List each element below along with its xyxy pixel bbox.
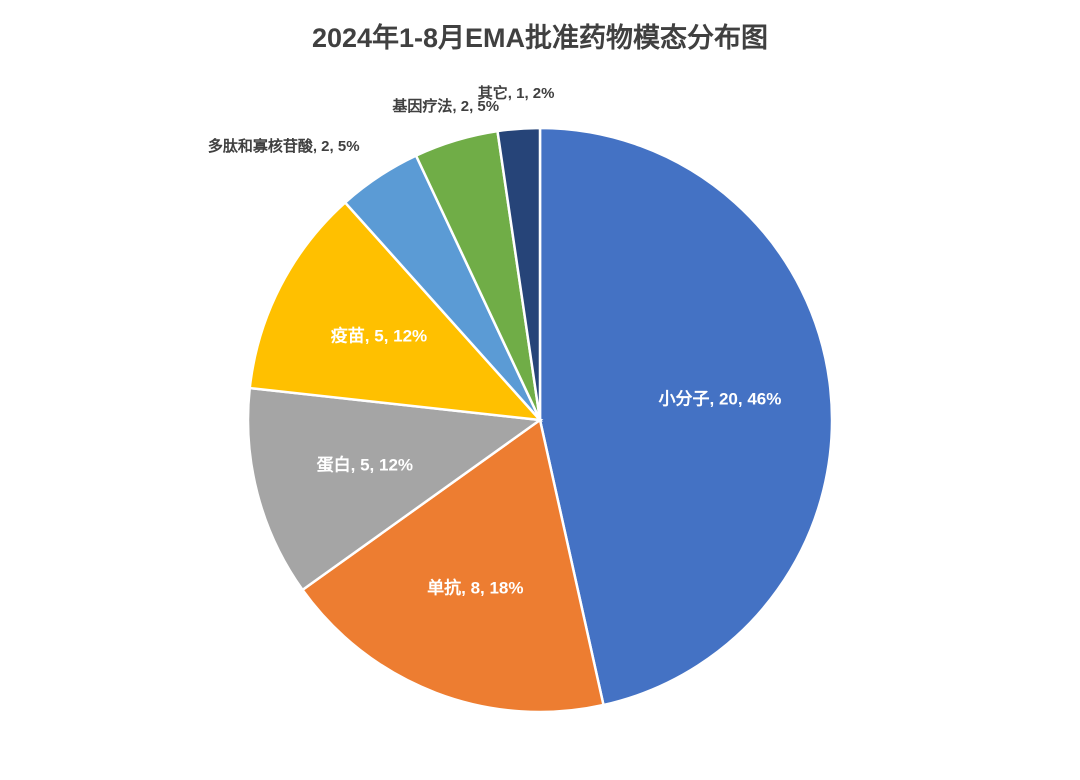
data-label: 基因疗法, 2, 5% bbox=[391, 97, 499, 115]
pie-slice bbox=[300, 417, 605, 714]
data-label: 蛋白, 5, 12% bbox=[317, 454, 413, 474]
pie-slice bbox=[538, 126, 834, 707]
data-label: 多肽和寡核苷酸, 2, 5% bbox=[208, 137, 360, 155]
chart-title: 2024年1-8月EMA批准药物模态分布图 bbox=[312, 22, 768, 53]
data-label: 其它, 1, 2% bbox=[478, 84, 555, 102]
data-label: 小分子, 20, 46% bbox=[659, 390, 782, 409]
data-label: 单抗, 8, 18% bbox=[427, 578, 523, 598]
pie-slice bbox=[248, 200, 544, 422]
pie-slice bbox=[246, 386, 544, 592]
data-label: 疫苗, 5, 12% bbox=[331, 326, 427, 346]
pie-slice bbox=[496, 126, 542, 421]
